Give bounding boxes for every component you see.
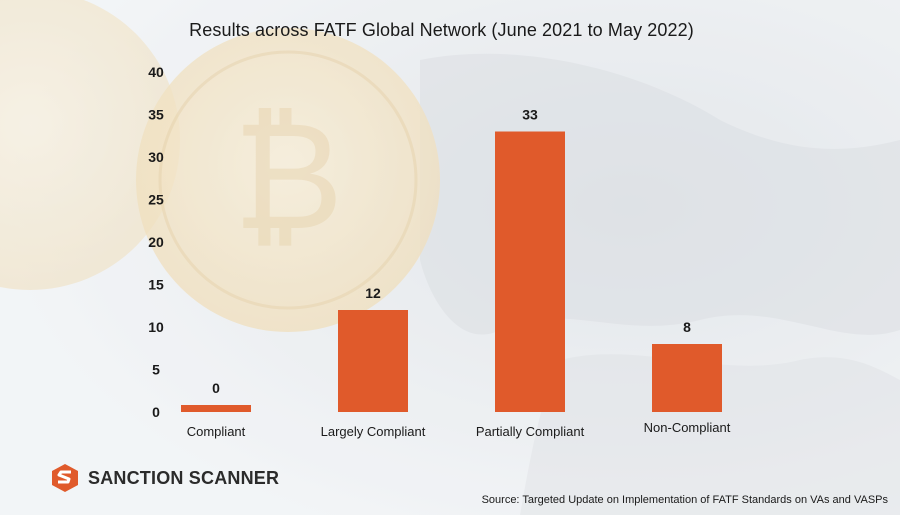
bar xyxy=(652,344,722,412)
y-tick-label: 15 xyxy=(148,277,164,293)
data-label: 12 xyxy=(365,285,381,301)
y-tick-label: 20 xyxy=(148,234,164,250)
y-tick-label: 30 xyxy=(148,149,164,165)
data-label: 8 xyxy=(683,319,691,335)
x-tick-label: Non-Compliant xyxy=(644,420,731,435)
x-tick-label: Largely Compliant xyxy=(321,424,426,439)
data-label: 33 xyxy=(522,107,538,123)
x-tick-label: Partially Compliant xyxy=(476,424,585,439)
source-note: Source: Targeted Update on Implementatio… xyxy=(481,494,888,506)
x-tick-label: Compliant xyxy=(187,424,246,439)
sanction-scanner-s-logo-icon xyxy=(52,464,78,492)
y-tick-label: 5 xyxy=(152,362,160,378)
y-tick-label: 25 xyxy=(148,192,164,208)
data-label: 0 xyxy=(212,380,220,396)
y-tick-label: 0 xyxy=(152,404,160,420)
bar xyxy=(495,131,565,412)
brand-logo: SANCTION SCANNER xyxy=(50,463,279,493)
brand-name: SANCTION SCANNER xyxy=(88,467,280,488)
svg-text:₿: ₿ xyxy=(232,90,343,264)
y-tick-label: 10 xyxy=(148,319,164,335)
y-tick-label: 35 xyxy=(148,107,164,123)
bar xyxy=(181,405,251,412)
bar xyxy=(338,310,408,412)
chart-title: Results across FATF Global Network (June… xyxy=(189,20,694,40)
y-tick-label: 40 xyxy=(148,64,164,80)
